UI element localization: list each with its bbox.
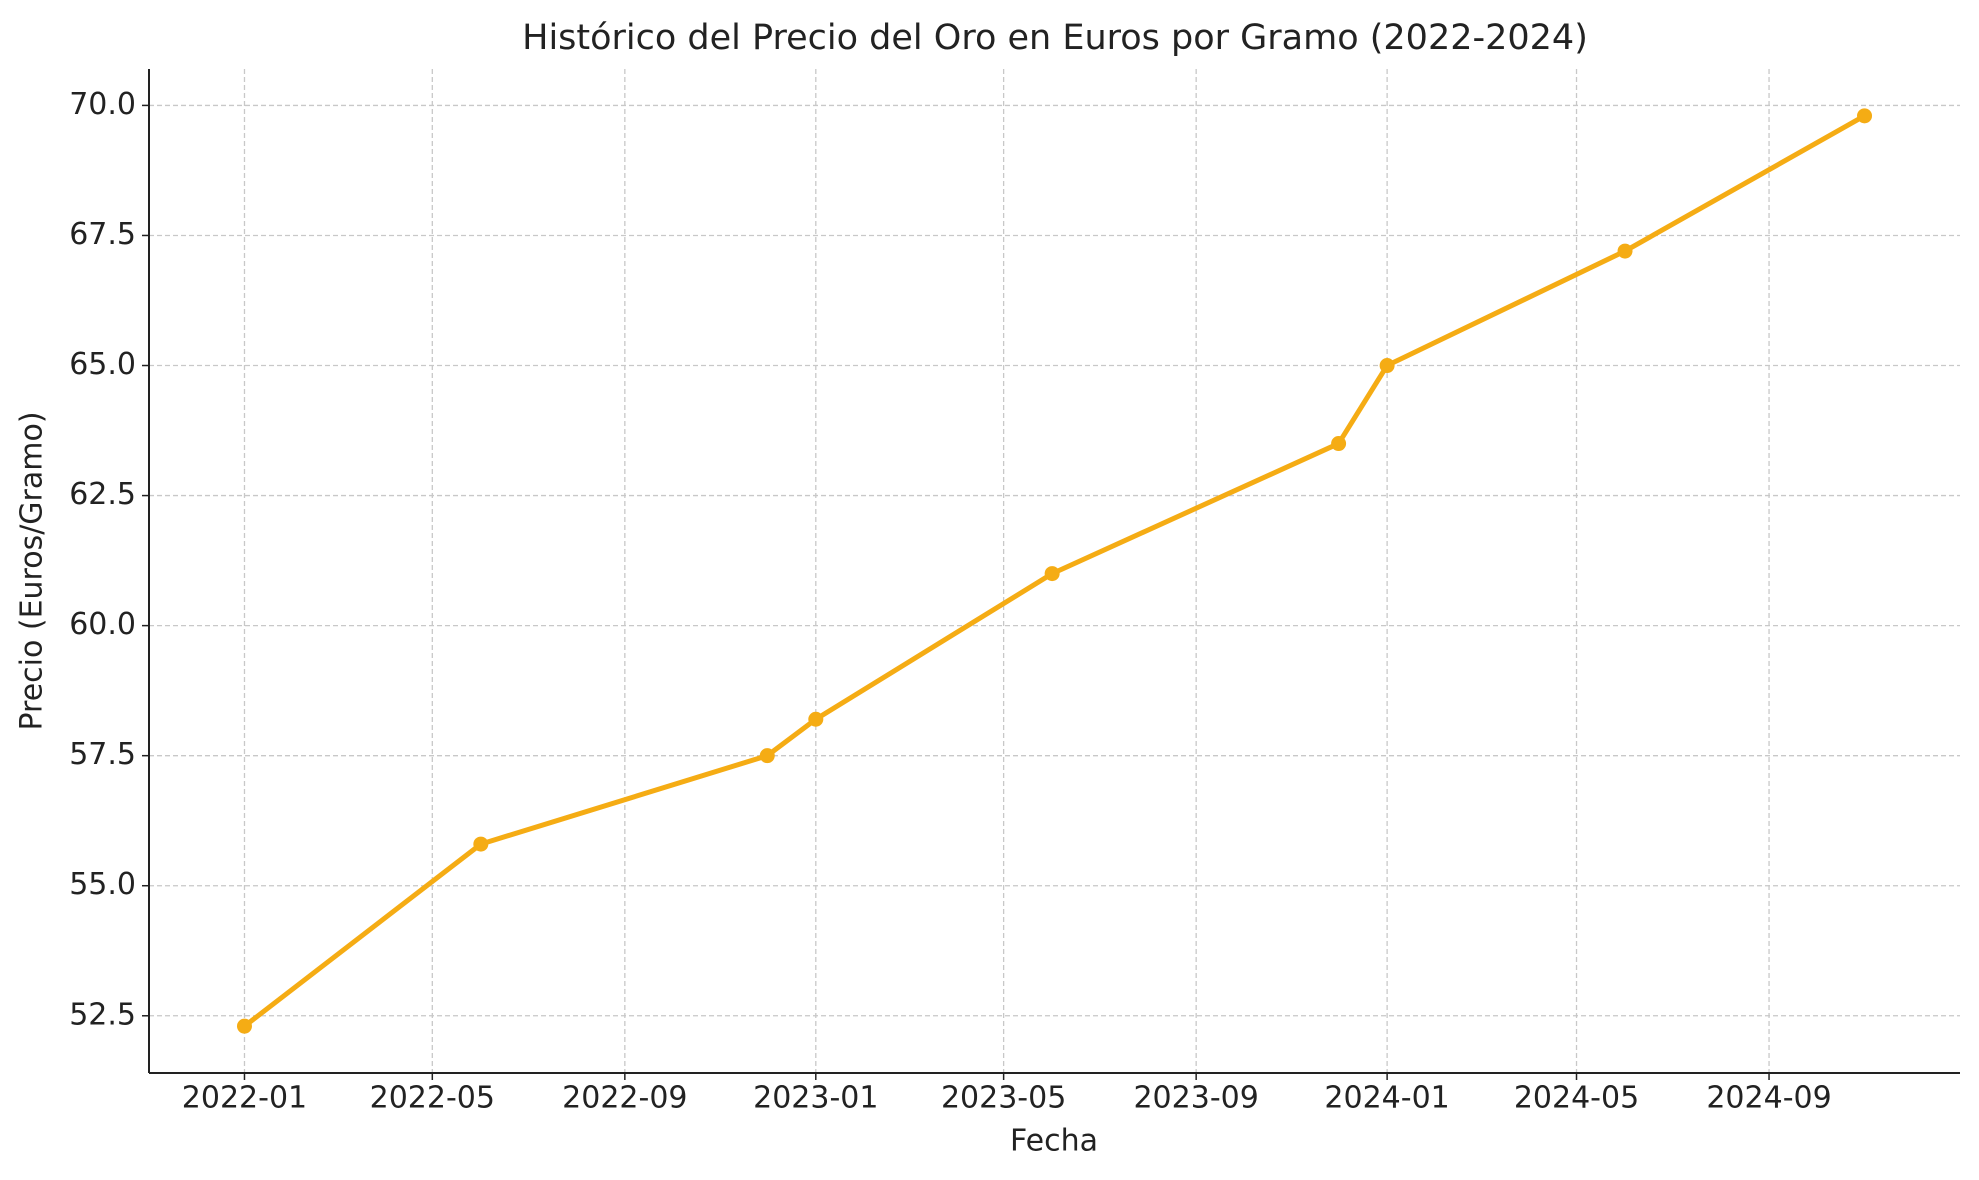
y-tick-label: 65.0	[69, 347, 136, 382]
x-tick-label: 2023-05	[941, 1081, 1066, 1116]
y-tick-label: 67.5	[69, 217, 136, 252]
y-tick-label: 70.0	[69, 87, 136, 122]
x-tick-label: 2024-05	[1514, 1081, 1639, 1116]
y-tick-label: 60.0	[69, 607, 136, 642]
chart-title: Histórico del Precio del Oro en Euros po…	[522, 18, 1588, 58]
point	[1857, 108, 1873, 124]
x-tick-label: 2024-01	[1324, 1081, 1449, 1116]
point	[1617, 243, 1633, 259]
y-tick-label: 55.0	[69, 867, 136, 902]
point	[473, 836, 489, 852]
point	[1044, 566, 1060, 582]
point	[1331, 436, 1347, 452]
y-tick-label: 62.5	[69, 477, 136, 512]
y-axis-label: Precio (Euros/Gramo)	[15, 411, 50, 730]
x-axis-label: Fecha	[1010, 1124, 1098, 1159]
point	[759, 748, 775, 764]
x-tick-label: 2022-01	[182, 1081, 307, 1116]
point	[1379, 358, 1395, 374]
x-tick-label: 2023-09	[1133, 1081, 1258, 1116]
x-tick-label: 2023-01	[753, 1081, 878, 1116]
point	[236, 1018, 252, 1034]
point	[808, 711, 824, 727]
x-tick-label: 2022-09	[562, 1081, 687, 1116]
x-tick-label: 2022-05	[370, 1081, 495, 1116]
x-tick-label: 2024-09	[1706, 1081, 1831, 1116]
y-tick-label: 57.5	[69, 737, 136, 772]
y-tick-label: 52.5	[69, 997, 136, 1032]
